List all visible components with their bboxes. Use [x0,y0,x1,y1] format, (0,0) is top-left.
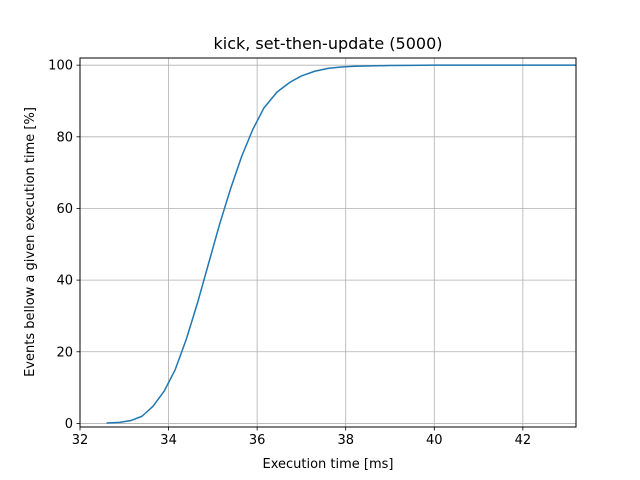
y-tick-label: 80 [56,130,73,145]
x-tick-label: 40 [426,433,443,448]
x-tick-label: 42 [515,433,532,448]
chart-title: kick, set-then-update (5000) [213,34,442,53]
y-axis-label: Events bellow a given execution time [%] [23,107,38,377]
tick-layer: 32 34 36 38 40 42 0 20 40 60 80 100 [48,59,531,448]
plot-area [106,64,576,424]
y-tick-label: 0 [65,417,73,432]
x-tick-label: 34 [160,433,177,448]
x-tick-label: 32 [72,433,89,448]
y-tick-label: 40 [56,274,73,289]
y-tick-label: 60 [56,202,73,217]
series-line [106,64,576,424]
axes-frame [79,57,577,428]
y-tick-label: 20 [56,345,73,360]
x-tick-label: 36 [249,433,266,448]
grid [79,58,576,427]
x-axis-label: Execution time [ms] [262,457,393,472]
x-tick-label: 38 [337,433,354,448]
y-tick-label: 100 [48,59,73,74]
